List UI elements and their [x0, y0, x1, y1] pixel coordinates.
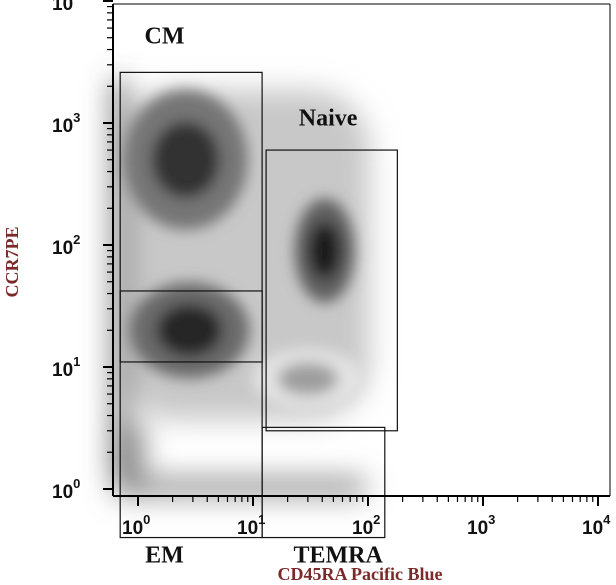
gate-label-cm: CM — [145, 23, 185, 49]
x-tick-exponent: 1 — [258, 512, 265, 527]
gate-naive — [265, 149, 398, 432]
y-tick-label: 100 — [52, 476, 80, 503]
x-tick-label: 104 — [582, 512, 611, 539]
x-tick-label: 101 — [237, 512, 265, 539]
y-tick-exponent: 3 — [73, 110, 80, 125]
y-tick-exponent: 0 — [73, 476, 80, 491]
x-tick-label: 102 — [352, 512, 380, 539]
gate-temra — [261, 426, 386, 539]
gates: CM Naive EM TEMRA — [119, 23, 398, 568]
population-temra-core — [277, 362, 339, 396]
x-tick-exponent: 4 — [603, 512, 611, 527]
density-cloud — [113, 80, 370, 496]
x-tick-label: 103 — [467, 512, 495, 539]
y-tick-exponent: 1 — [73, 354, 80, 369]
y-tick-label: 101 — [52, 354, 80, 381]
x-axis-title: CD45RA Pacific Blue — [278, 564, 443, 584]
population-naive-core — [308, 221, 342, 280]
y-tick-label: 102 — [52, 232, 80, 259]
gate-cm — [119, 71, 263, 363]
population-cm-core — [151, 121, 220, 199]
y-axis-title: CCR7PE — [2, 227, 22, 298]
y-tick-exponent: 4 — [73, 0, 81, 3]
x-tick-exponent: 2 — [373, 512, 380, 527]
x-tick-exponent: 0 — [143, 512, 150, 527]
y-tick-exponent: 2 — [73, 232, 80, 247]
gate-label-em: EM — [145, 542, 184, 568]
gate-label-temra: TEMRA — [293, 542, 383, 568]
gate-label-naive: Naive — [299, 106, 358, 132]
gate-em — [119, 290, 263, 539]
x-tick-label: 100 — [122, 512, 150, 539]
y-tick-label: 103 — [52, 110, 80, 137]
density-bottom-band — [115, 478, 365, 496]
population-em-core — [156, 303, 223, 357]
x-tick-exponent: 3 — [488, 512, 495, 527]
y-tick-label: 104 — [52, 0, 81, 15]
